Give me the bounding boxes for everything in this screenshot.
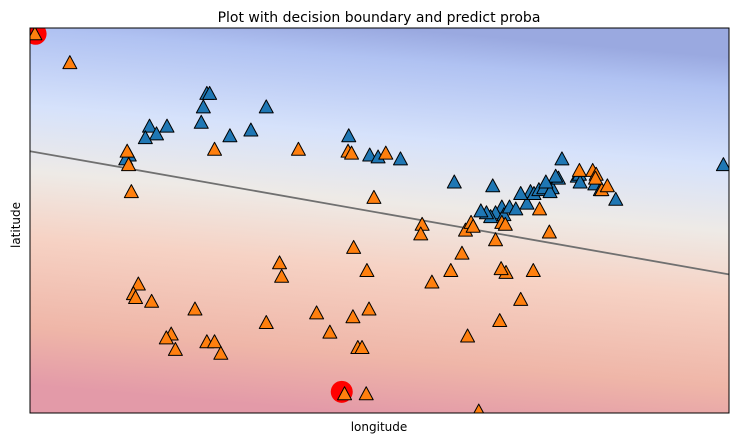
class-b-point [167,341,183,356]
class-a-point [193,114,209,129]
class-b-point [158,330,174,345]
class-b-point [587,170,603,185]
class-b-point [454,245,470,260]
class-b-point [378,145,394,160]
class-b-point [344,145,360,160]
class-b-point [358,386,374,401]
class-b-point [460,328,476,343]
class-b-point [497,216,513,231]
class-b-point [274,268,290,283]
class-a-point [519,195,535,210]
x-axis-label: longitude [351,420,408,434]
class-b-point [346,239,362,254]
class-b-point [443,263,459,277]
chart-title: Plot with decision boundary and predict … [218,10,541,26]
class-b-point [359,263,375,277]
class-b-point [465,218,481,233]
class-b-point [207,334,223,349]
class-a-point [362,147,378,162]
class-b-point [128,290,144,304]
class-a-point [137,130,153,145]
class-b-point [541,224,557,239]
class-a-point [159,118,175,133]
class-b-point [571,162,587,177]
class-b-point [207,141,223,156]
class-b-point [62,55,78,70]
class-a-point [548,168,564,183]
probability-background [30,28,729,413]
class-b-point [130,276,146,291]
class-b-point [123,184,139,199]
class-b-point [144,293,160,308]
class-a-point [608,191,624,206]
class-a-point [195,99,211,114]
class-b-point [30,28,43,41]
class-b-point [493,261,509,276]
class-a-point [446,174,462,189]
class-a-point [538,174,554,189]
decision-boundary-line [30,150,729,276]
class-b-point [337,386,353,401]
class-a-point [258,99,274,114]
class-b-point [213,345,229,360]
class-a-point [473,203,489,218]
class-a-point [243,122,259,137]
class-a-point [572,174,588,189]
class-a-point [142,118,158,133]
class-b-point [492,313,508,328]
class-b-point [599,178,615,193]
class-b-point [187,301,203,316]
class-a-point [513,186,529,200]
class-b-point [258,315,274,329]
class-a-point [341,128,357,143]
class-a-point [149,126,165,141]
class-b-point [525,263,541,277]
class-b-point [488,232,504,247]
class-a-point [392,151,408,166]
plot-frame [29,27,730,414]
class-a-point [715,157,729,172]
class-b-point [413,226,429,241]
class-b-point [532,201,548,216]
class-b-point [424,274,440,289]
class-a-point [554,151,570,166]
plot-marks [30,28,729,413]
class-a-point [202,85,218,100]
class-b-point [290,141,306,156]
class-b-point [513,291,529,306]
class-b-point [309,305,325,320]
class-b-point [354,340,370,354]
y-axis-label: latitude [9,202,23,248]
class-a-point [222,128,238,143]
class-b-point [361,301,377,316]
class-b-point [119,143,135,158]
class-a-point [542,184,558,199]
class-a-point [485,178,501,193]
class-b-point [345,309,361,324]
class-b-point [322,324,338,339]
class-b-point [473,403,485,413]
class-a-point [508,201,524,216]
class-b-point [121,157,137,172]
class-b-point [272,255,288,270]
class-b-point [366,189,382,204]
